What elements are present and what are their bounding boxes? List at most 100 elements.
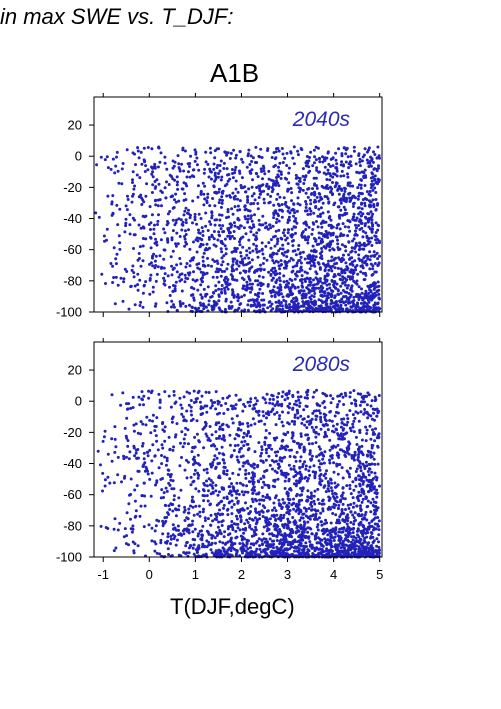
data-point xyxy=(308,156,311,159)
data-point xyxy=(183,280,187,284)
data-point xyxy=(296,390,300,394)
data-point xyxy=(114,262,118,266)
data-point xyxy=(364,551,368,555)
data-point xyxy=(328,305,332,309)
data-point xyxy=(354,547,358,551)
data-point xyxy=(162,276,166,280)
data-point xyxy=(222,472,226,476)
data-point xyxy=(205,201,209,205)
data-point xyxy=(169,542,172,546)
data-point xyxy=(264,401,268,405)
data-point xyxy=(321,160,325,164)
data-point xyxy=(329,298,333,302)
data-point xyxy=(326,533,330,537)
data-point xyxy=(208,167,212,171)
data-point xyxy=(235,517,239,521)
data-point xyxy=(306,161,310,164)
data-point xyxy=(314,255,318,259)
data-point xyxy=(329,521,333,525)
data-point xyxy=(330,226,333,230)
data-point xyxy=(218,434,222,438)
data-point xyxy=(313,193,316,197)
data-point xyxy=(138,176,142,180)
data-point xyxy=(315,186,319,190)
data-point xyxy=(133,488,137,492)
data-point xyxy=(124,224,128,228)
data-point xyxy=(133,499,137,503)
data-point xyxy=(187,528,191,532)
data-point xyxy=(378,484,381,488)
data-point xyxy=(299,523,303,527)
data-point xyxy=(223,269,227,273)
data-point xyxy=(334,526,338,530)
data-point xyxy=(137,257,141,260)
data-point xyxy=(352,201,356,205)
data-point xyxy=(185,476,189,480)
data-point xyxy=(337,184,341,188)
data-point xyxy=(312,148,316,152)
data-point xyxy=(307,469,311,473)
data-point xyxy=(264,448,268,452)
data-point xyxy=(336,443,340,447)
data-point xyxy=(200,296,204,300)
data-point xyxy=(313,292,317,295)
data-point xyxy=(291,265,295,269)
data-point xyxy=(272,436,276,440)
data-point xyxy=(146,472,150,476)
data-point xyxy=(285,205,289,208)
data-point xyxy=(210,177,213,181)
data-point xyxy=(136,431,140,435)
data-point xyxy=(214,301,218,305)
data-point xyxy=(369,525,372,529)
data-point xyxy=(317,445,321,449)
data-point xyxy=(338,299,342,303)
data-point xyxy=(336,188,340,192)
data-point xyxy=(209,222,213,226)
data-point xyxy=(336,543,340,547)
data-point xyxy=(189,399,193,402)
data-point xyxy=(238,481,242,485)
data-point xyxy=(217,295,221,298)
data-point xyxy=(242,284,245,288)
data-point xyxy=(153,529,157,533)
data-point xyxy=(285,255,289,259)
data-point xyxy=(175,175,179,179)
data-point xyxy=(255,250,259,254)
data-point xyxy=(167,513,171,516)
data-point xyxy=(213,173,217,177)
data-point xyxy=(327,268,331,272)
data-point xyxy=(294,470,298,474)
data-point xyxy=(331,157,334,161)
data-point xyxy=(188,165,191,168)
data-point xyxy=(362,278,366,282)
data-point xyxy=(172,498,176,502)
data-point xyxy=(318,267,322,271)
data-point xyxy=(281,524,285,528)
data-point xyxy=(261,177,264,181)
data-point xyxy=(231,176,235,180)
data-point xyxy=(280,505,284,509)
data-point xyxy=(195,163,199,167)
data-point xyxy=(151,413,155,417)
data-point xyxy=(375,241,379,245)
data-point xyxy=(150,459,154,463)
data-point xyxy=(319,212,322,216)
data-point xyxy=(263,443,267,446)
data-point xyxy=(128,450,132,454)
data-point xyxy=(241,260,244,264)
data-point xyxy=(290,199,293,203)
data-point xyxy=(357,285,361,289)
data-point xyxy=(99,524,103,528)
data-point xyxy=(235,278,239,282)
data-point xyxy=(314,176,318,180)
data-point xyxy=(336,289,340,293)
data-point xyxy=(300,231,304,235)
data-point xyxy=(327,224,331,227)
data-point xyxy=(321,532,325,536)
data-point xyxy=(296,202,300,206)
data-point xyxy=(183,441,187,445)
data-point xyxy=(299,261,303,265)
data-point xyxy=(360,207,364,211)
data-point xyxy=(293,549,296,553)
data-point xyxy=(301,300,305,304)
